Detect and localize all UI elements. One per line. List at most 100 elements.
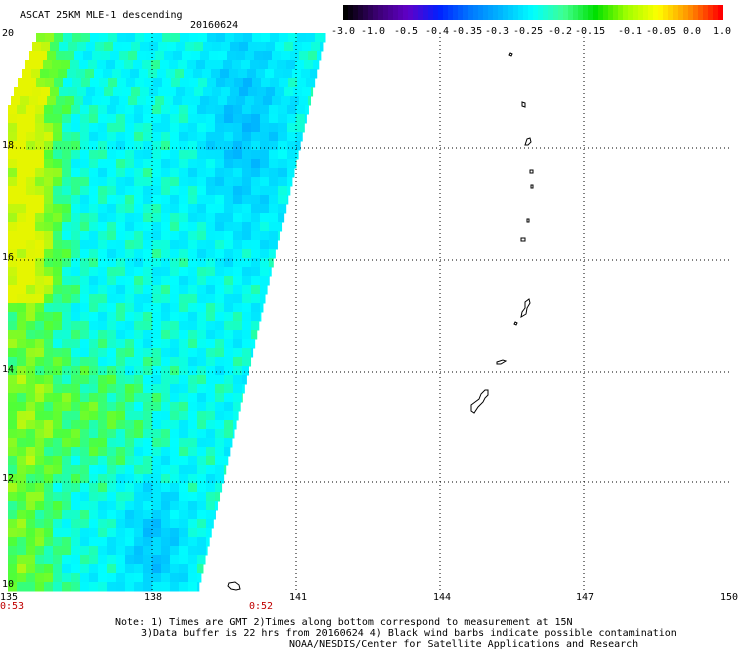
wind-cell	[179, 132, 189, 142]
wind-cell	[71, 159, 81, 169]
wind-cell	[107, 195, 117, 205]
wind-cell	[179, 393, 189, 403]
wind-cell	[152, 240, 162, 250]
wind-cell	[35, 105, 45, 115]
wind-cell	[107, 573, 117, 583]
wind-cell	[80, 105, 90, 115]
wind-cell	[8, 447, 18, 457]
wind-cell	[71, 546, 81, 556]
wind-cell	[116, 312, 126, 322]
wind-cell	[179, 366, 189, 376]
wind-cell	[260, 240, 270, 250]
wind-cell	[80, 447, 90, 457]
wind-cell	[134, 141, 144, 151]
wind-cell	[161, 150, 171, 160]
wind-cell	[116, 546, 126, 556]
wind-cell	[152, 276, 162, 286]
wind-cell	[188, 258, 198, 268]
wind-cell	[125, 276, 135, 286]
wind-cell	[26, 168, 36, 178]
wind-cell	[107, 258, 117, 268]
wind-cell	[269, 105, 279, 115]
wind-cell	[224, 411, 234, 421]
wind-cell	[50, 87, 60, 97]
colorbar-swatch	[448, 5, 454, 20]
wind-cell	[197, 222, 207, 232]
wind-cell	[157, 69, 167, 79]
wind-cell	[44, 402, 54, 412]
wind-cell	[143, 321, 153, 331]
wind-cell	[116, 474, 126, 484]
wind-cell	[26, 420, 36, 430]
wind-cell	[26, 321, 36, 331]
wind-cell	[252, 78, 262, 88]
wind-cell	[179, 573, 189, 583]
wind-cell	[170, 366, 180, 376]
colorbar-swatch	[478, 5, 484, 20]
wind-cell	[270, 78, 280, 88]
wind-cell	[71, 348, 81, 358]
wind-cell	[107, 303, 117, 313]
wind-cell	[125, 312, 135, 322]
wind-cell	[197, 258, 207, 268]
wind-cell	[179, 474, 189, 484]
wind-cell	[104, 87, 114, 97]
wind-cell	[44, 105, 54, 115]
wind-cell	[98, 429, 108, 439]
wind-cell	[80, 195, 90, 205]
wind-cell	[80, 168, 90, 178]
wind-cell	[80, 222, 90, 232]
colorbar-swatch	[378, 5, 384, 20]
colorbar-swatch	[343, 5, 349, 20]
wind-cell	[35, 330, 45, 340]
wind-cell	[71, 267, 81, 277]
wind-cell	[215, 249, 225, 259]
wind-cell	[269, 213, 279, 223]
wind-cell	[8, 573, 18, 583]
wind-cell	[161, 555, 171, 565]
wind-cell	[62, 222, 72, 232]
wind-cell	[110, 51, 120, 61]
wind-cell	[188, 159, 198, 169]
colorbar-swatch	[608, 5, 614, 20]
colorbar-swatch	[473, 5, 479, 20]
wind-cell	[44, 420, 54, 430]
note-line-1: Note: 1) Times are GMT 2)Times along bot…	[115, 617, 573, 628]
wind-cell	[134, 420, 144, 430]
wind-cell	[98, 366, 108, 376]
wind-cell	[107, 105, 117, 115]
colorbar-swatch	[573, 5, 579, 20]
wind-cell	[125, 438, 135, 448]
wind-cell	[134, 582, 144, 592]
wind-cell	[162, 33, 172, 43]
wind-cell	[179, 240, 189, 250]
wind-cell	[62, 303, 72, 313]
wind-cell	[188, 132, 198, 142]
wind-cell	[197, 186, 207, 196]
wind-cell	[125, 321, 135, 331]
wind-cell	[248, 42, 258, 52]
wind-cell	[8, 375, 18, 385]
lat-label: 14	[2, 364, 15, 375]
lon-label: 138	[144, 592, 163, 603]
wind-cell	[134, 357, 144, 367]
wind-cell	[89, 294, 99, 304]
wind-cell	[98, 285, 108, 295]
wind-cell	[224, 312, 234, 322]
wind-cell	[206, 195, 216, 205]
wind-cell	[188, 573, 198, 583]
wind-cell	[44, 168, 54, 178]
wind-cell	[17, 240, 27, 250]
wind-cell	[152, 357, 162, 367]
wind-cell	[26, 177, 36, 187]
wind-cell	[170, 393, 180, 403]
wind-cell	[188, 267, 198, 277]
wind-cell	[292, 69, 302, 79]
wind-cell	[71, 258, 81, 268]
wind-cell	[193, 69, 203, 79]
wind-cell	[206, 276, 216, 286]
wind-cell	[269, 258, 274, 268]
wind-cell	[26, 240, 36, 250]
wind-cell	[209, 96, 219, 106]
wind-cell	[17, 357, 27, 367]
